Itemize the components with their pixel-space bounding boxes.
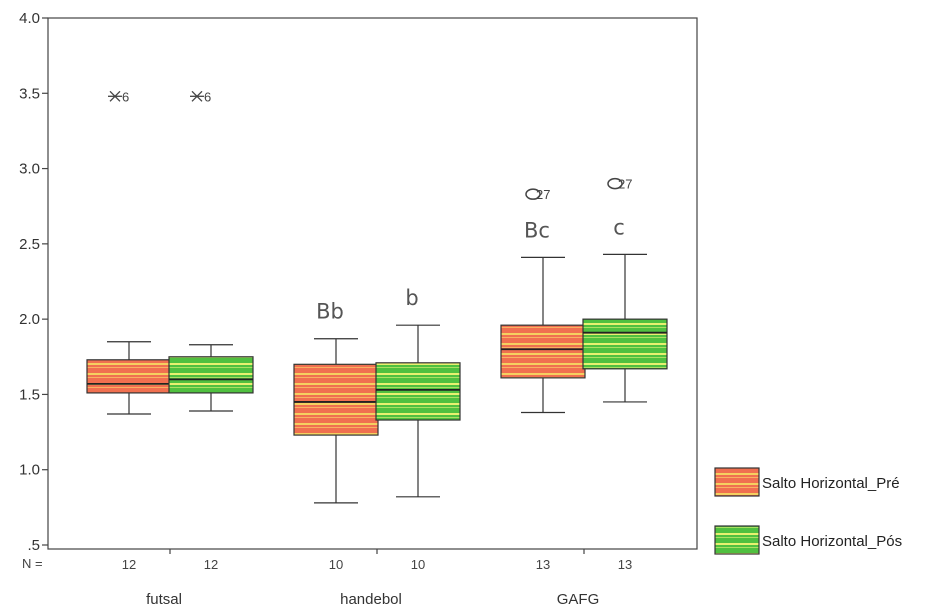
n-count-label: 10 [329, 557, 343, 572]
outlier-label: 27 [536, 187, 550, 202]
x-group-label: futsal [146, 591, 182, 608]
outlier-circle-marker [525, 188, 541, 200]
significance-annotation: Bc [524, 218, 550, 242]
x-axis: N = futsal handebol GAFG [22, 549, 599, 608]
box-iqr [86, 359, 172, 394]
y-tick-label: 2.5 [19, 236, 40, 253]
y-tick-label: 1.5 [19, 386, 40, 403]
significance-annotation: c [613, 215, 625, 239]
box-iqr [582, 318, 668, 370]
outlier-star-marker [190, 90, 204, 102]
legend: Salto Horizontal_Pré Salto Horizontal_Pós [714, 467, 902, 555]
n-count-label: 12 [122, 557, 136, 572]
x-group-label: handebol [340, 591, 402, 608]
box-handebol-pre: 10 Bb [293, 300, 379, 572]
outlier-label: 27 [618, 177, 632, 192]
y-tick-label: 4.0 [19, 10, 40, 27]
box-iqr [168, 356, 254, 394]
legend-item: Salto Horizontal_Pré [714, 467, 900, 497]
outlier-label: 6 [122, 89, 129, 104]
y-tick-label: 1.0 [19, 462, 40, 479]
y-tick-label: 3.5 [19, 85, 40, 102]
box-iqr [500, 324, 586, 379]
x-group-label: GAFG [557, 591, 600, 608]
box-futsal-pre: 12 6 [86, 89, 172, 572]
box-GAFG-pos: 13 27 c [582, 177, 668, 572]
box-handebol-pos: 10 b [375, 286, 461, 572]
n-count-label: 13 [618, 557, 632, 572]
y-tick-label: 3.0 [19, 161, 40, 178]
significance-annotation: Bb [316, 300, 344, 324]
outlier-label: 6 [204, 89, 211, 104]
y-tick-label: 2.0 [19, 311, 40, 328]
y-axis: 4.0 3.5 3.0 2.5 2.0 1.5 1.0 .5 [19, 10, 48, 554]
box-futsal-pos: 12 6 [168, 89, 254, 572]
legend-label: Salto Horizontal_Pré [762, 475, 900, 492]
plot-frame [47, 17, 698, 550]
outlier-star-marker [108, 90, 122, 102]
legend-label: Salto Horizontal_Pós [762, 533, 902, 550]
n-count-label: 12 [204, 557, 218, 572]
y-tick-label: .5 [27, 537, 40, 554]
box-series: 12 6 10 Bb 13 27 Bc 12 6 10 b 13 27 c [86, 89, 668, 572]
legend-swatch [714, 467, 760, 497]
significance-annotation: b [405, 286, 418, 310]
legend-item: Salto Horizontal_Pós [714, 525, 902, 555]
plot-border [47, 17, 698, 550]
box-iqr [293, 363, 379, 436]
outlier-circle-marker [607, 177, 623, 190]
n-label: N = [22, 556, 43, 571]
box-GAFG-pre: 13 27 Bc [500, 187, 586, 572]
n-count-label: 13 [536, 557, 550, 572]
box-iqr [375, 362, 461, 421]
legend-swatch [714, 525, 760, 555]
n-count-label: 10 [411, 557, 425, 572]
